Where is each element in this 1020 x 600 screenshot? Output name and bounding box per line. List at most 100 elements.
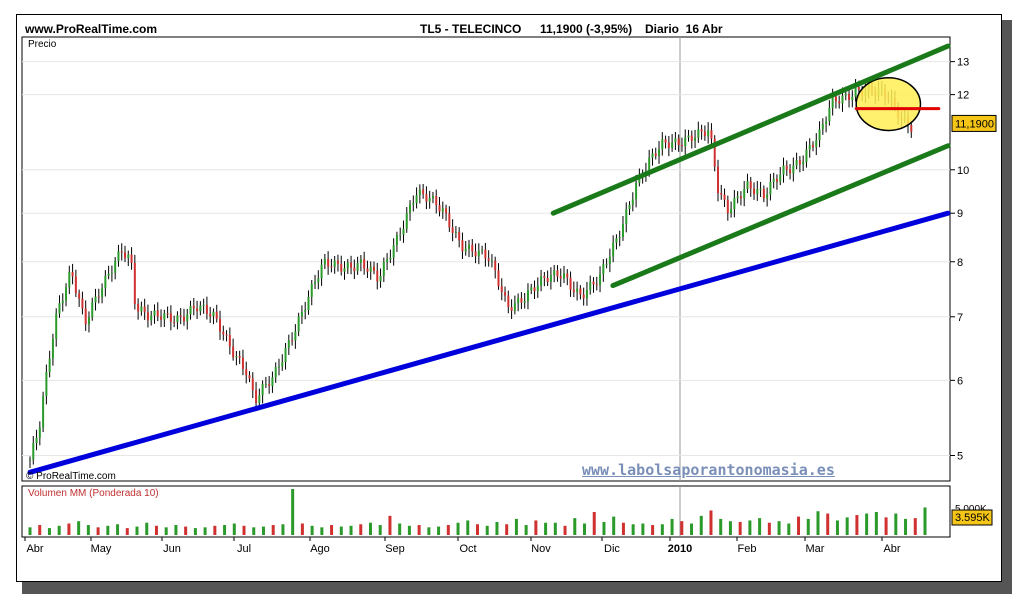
copyright-label: © ProRealTime.com [26, 471, 116, 482]
candle-body [654, 153, 657, 156]
candle-body [264, 384, 267, 386]
candle-body [107, 273, 110, 276]
x-tick-label: Abr [883, 543, 900, 555]
candle-body [74, 276, 77, 294]
support-line [27, 210, 951, 475]
candle-body [382, 261, 385, 276]
candle-body [389, 257, 392, 260]
candle-body [245, 369, 248, 376]
candle-body [51, 338, 54, 359]
candle-body [631, 199, 634, 205]
volume-bar [621, 522, 625, 535]
volume-bar [826, 513, 830, 535]
candle-body [733, 198, 736, 210]
volume-bar [680, 521, 684, 535]
y-tick-label: 12 [957, 90, 969, 102]
candle-body [825, 121, 828, 125]
candle-body [438, 205, 441, 212]
candle-body [621, 224, 624, 238]
volume-bar [835, 520, 839, 535]
candle-body [543, 276, 546, 278]
candle-body [209, 313, 212, 317]
candle-body [680, 145, 683, 147]
candle-body [359, 259, 362, 264]
volume-bar [154, 525, 158, 535]
volume-bar [534, 520, 538, 535]
x-tick-label: Abr [26, 543, 43, 555]
candle-body [192, 305, 195, 309]
volume-bar [865, 513, 869, 535]
volume-bar [446, 525, 450, 535]
candle-body [536, 285, 539, 292]
candle-body [844, 93, 847, 96]
candle-body [441, 208, 444, 212]
volume-bar [777, 521, 781, 535]
candle-body [317, 278, 320, 283]
candle-body [130, 254, 133, 263]
candle-body [415, 195, 418, 204]
candle-body [425, 194, 428, 202]
candle-body [68, 272, 71, 288]
candle-body [160, 316, 163, 320]
volume-bar [271, 525, 275, 535]
volume-panel-label: Volumen MM (Ponderada 10) [28, 488, 159, 499]
candle-body [173, 321, 176, 323]
candle-body [428, 198, 431, 202]
volume-bar [398, 523, 402, 535]
candle-body [314, 282, 317, 284]
volume-bar [913, 518, 917, 535]
candle-body [356, 263, 359, 272]
volume-bar [96, 527, 100, 535]
candle-body [500, 286, 503, 293]
y-tick-label: 10 [957, 165, 969, 177]
volume-bar [320, 527, 324, 535]
x-tick-label: Oct [459, 543, 476, 555]
candle-body [258, 395, 261, 403]
candle-body [576, 288, 579, 293]
candle-body [746, 181, 749, 189]
y-tick-label: 5 [957, 450, 963, 462]
volume-bar [300, 523, 304, 535]
candle-body [127, 254, 130, 259]
channel-upper-line [550, 43, 951, 216]
volume-bar [281, 524, 285, 535]
candle-body [163, 313, 166, 320]
candle-body [792, 165, 795, 174]
volume-bar [602, 521, 606, 535]
candle-body [35, 437, 38, 444]
candle-body [703, 131, 706, 137]
candle-body [176, 315, 179, 323]
volume-bar [184, 526, 188, 535]
candle-body [323, 258, 326, 265]
candle-body [238, 356, 241, 358]
candle-body [379, 275, 382, 282]
volume-bar [116, 524, 120, 535]
volume-bar [690, 523, 694, 535]
candle-body [363, 259, 366, 269]
highlight-ellipse [855, 77, 922, 132]
candle-body [458, 231, 461, 241]
candle-body [461, 240, 464, 252]
volume-bar [232, 523, 236, 535]
volume-bar [758, 518, 762, 535]
candle-body [671, 142, 674, 148]
candle-body [268, 384, 271, 386]
candle-body [651, 153, 654, 158]
watermark-link[interactable]: www.labolsaporantonomasia.es [582, 461, 835, 479]
last-price-box [951, 114, 997, 132]
x-tick-label: 2010 [668, 543, 692, 555]
candle-body [271, 377, 274, 386]
candle-body [464, 248, 467, 252]
candle-body [153, 310, 156, 316]
candle-body [291, 340, 294, 342]
candle-body [402, 228, 405, 235]
candle-body [366, 268, 369, 272]
candle-body [707, 130, 710, 137]
candle-body [241, 357, 244, 370]
candle-body [110, 272, 113, 274]
candle-body [212, 311, 215, 317]
volume-bar [193, 528, 197, 535]
volume-bar [573, 518, 577, 535]
candle-body [386, 259, 389, 262]
candle-body [504, 292, 507, 296]
